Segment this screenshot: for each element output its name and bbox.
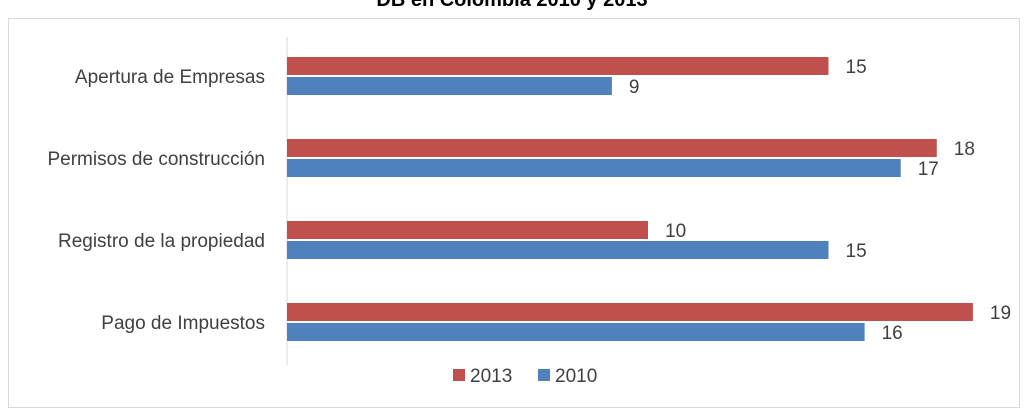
category-label: Pago de Impuestos: [101, 313, 265, 334]
chart-title: DB en Colombia 2010 y 2013: [376, 0, 648, 11]
legend-swatch-2013: [453, 369, 465, 381]
bar-2013: [287, 221, 648, 239]
bar-2010: [287, 77, 612, 95]
data-label-2013: 18: [954, 139, 975, 160]
bar-2010: [287, 159, 901, 177]
legend-label-2013: 2013: [470, 366, 512, 387]
data-label-2010: 17: [918, 159, 939, 180]
data-label-2013: 15: [846, 57, 867, 78]
data-label-2010: 15: [846, 241, 867, 262]
data-label-2010: 9: [629, 77, 640, 98]
data-label-2010: 16: [882, 323, 903, 344]
data-label-2013: 19: [990, 303, 1011, 324]
category-label: Permisos de construcción: [47, 149, 265, 170]
category-label: Registro de la propiedad: [58, 231, 265, 252]
legend-swatch-2010: [538, 369, 550, 381]
bar-2013: [287, 303, 973, 321]
bar-2013: [287, 57, 829, 75]
category-label: Apertura de Empresas: [75, 67, 265, 88]
bar-2010: [287, 241, 829, 259]
data-label-2013: 10: [665, 221, 686, 242]
legend-label-2010: 2010: [555, 366, 597, 387]
bar-2013: [287, 139, 937, 157]
bar-2010: [287, 323, 865, 341]
